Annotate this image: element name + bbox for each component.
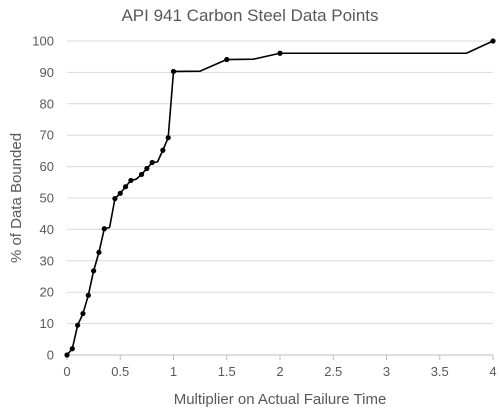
x-tick-label: 3.5 [431,364,449,379]
data-point [75,322,81,328]
data-point [128,177,134,184]
x-tick-label: 1.5 [218,364,236,379]
data-point [122,184,129,190]
data-point [117,190,123,196]
data-point [101,226,107,232]
y-tick-label: 0 [47,348,54,363]
y-tick-label: 90 [40,65,54,80]
chart-title: API 941 Carbon Steel Data Points [121,6,378,25]
data-point [138,171,145,178]
series-line [66,40,494,356]
data-point [224,56,230,63]
x-tick-label: 3 [383,364,390,379]
gridlines [67,40,493,325]
x-tick-label: 2 [276,364,283,379]
data-point [85,292,91,298]
axes [66,354,494,360]
data-point [165,135,171,141]
x-tick-labels: 0 0.5 1 1.5 2 2.5 3 3.5 4 [63,364,496,379]
data-point [64,352,70,358]
data-point [277,50,283,56]
y-tick-label: 100 [32,34,54,49]
data-point [170,68,177,75]
x-tick-label: 4 [489,364,496,379]
data-point [160,147,166,153]
y-tick-label: 30 [40,253,54,268]
y-tick-label: 20 [40,285,54,300]
y-tick-label: 50 [40,191,54,206]
x-axis-title: Multiplier on Actual Failure Time [174,391,387,408]
data-point [91,268,97,274]
data-point [490,38,496,44]
data-point [149,159,155,166]
data-point [69,346,75,352]
x-tick-label: 0.5 [111,364,129,379]
x-tick-label: 0 [63,364,70,379]
data-point [112,196,118,202]
y-tick-label: 10 [40,316,54,331]
x-tick-label: 1 [170,364,177,379]
data-point [144,165,150,172]
y-axis-title: % of Data Bounded [8,133,25,263]
data-point [80,310,86,317]
series [64,38,496,358]
x-tick-label: 2.5 [324,364,342,379]
y-tick-label: 60 [40,159,54,174]
y-tick-label: 40 [40,222,54,237]
data-point [96,249,102,255]
y-tick-label: 70 [40,128,54,143]
y-tick-label: 80 [40,96,54,111]
y-tick-labels: 0 10 20 30 40 50 60 70 80 90 100 [32,34,54,363]
